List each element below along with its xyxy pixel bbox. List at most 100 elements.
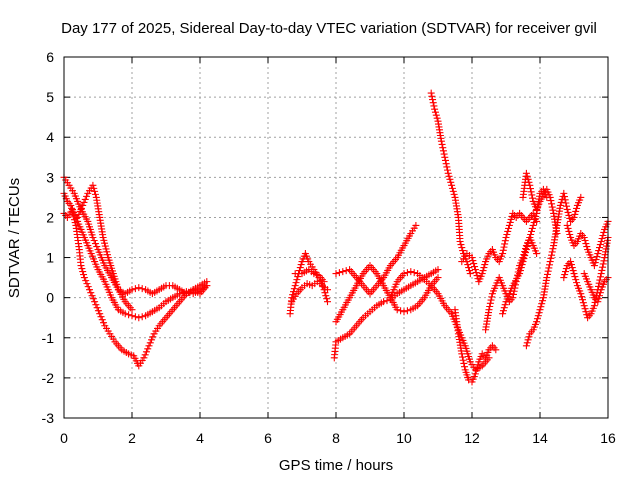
data-point: [581, 305, 589, 313]
data-point: [527, 230, 535, 238]
data-point: [546, 258, 554, 266]
data-point: [146, 339, 154, 347]
plot-frame: [63, 56, 609, 419]
data-point: [500, 243, 508, 251]
data-point: [596, 241, 604, 249]
series-track-20: [563, 217, 612, 270]
data-point: [486, 299, 494, 307]
data-point: [501, 240, 509, 248]
data-point: [557, 198, 565, 206]
data-point: [518, 261, 526, 269]
data-point: [400, 308, 408, 316]
data-point: [79, 201, 87, 209]
data-point: [488, 293, 496, 301]
data-point: [528, 191, 536, 199]
data-point: [458, 353, 466, 361]
series-track-13: [451, 306, 500, 386]
data-point: [397, 307, 405, 315]
data-point: [598, 235, 606, 243]
data-point: [499, 310, 507, 318]
data-point: [499, 250, 507, 258]
data-point: [431, 108, 439, 116]
data-point: [91, 187, 99, 195]
data-point: [502, 234, 510, 241]
data-point: [92, 301, 100, 309]
data-point: [86, 286, 93, 294]
data-point: [138, 313, 146, 321]
data-point: [571, 210, 579, 218]
data-point: [437, 137, 445, 145]
x-tick-label: 16: [600, 430, 616, 446]
data-point: [523, 172, 531, 180]
data-point: [596, 244, 603, 252]
data-point: [203, 278, 211, 286]
data-point: [539, 297, 547, 305]
data-point: [579, 296, 586, 304]
data-point: [440, 150, 448, 158]
data-point: [560, 193, 568, 201]
data-point: [91, 240, 99, 248]
data-point: [176, 290, 184, 298]
series-track-18: [522, 189, 585, 350]
data-point: [135, 314, 143, 322]
y-tick-label: 3: [46, 169, 54, 185]
data-point: [528, 227, 535, 235]
data-point: [516, 267, 524, 275]
data-point: [80, 274, 88, 282]
data-point: [470, 260, 478, 268]
data-point: [74, 213, 82, 221]
data-point: [84, 283, 92, 291]
y-tick-label: -2: [42, 370, 55, 386]
data-point: [441, 153, 449, 161]
data-point: [597, 273, 605, 281]
data-point: [520, 255, 528, 263]
data-point: [600, 257, 608, 265]
data-point: [591, 259, 599, 267]
data-point: [472, 367, 480, 375]
data-point: [292, 279, 300, 287]
data-point: [580, 302, 588, 310]
data-point: [536, 306, 544, 314]
data-point: [458, 244, 466, 252]
data-point: [479, 267, 487, 275]
data-point: [468, 254, 476, 262]
data-point: [323, 295, 331, 303]
data-point: [93, 304, 101, 312]
data-point: [525, 333, 533, 341]
data-point: [97, 313, 105, 321]
data-point: [595, 247, 603, 255]
data-point: [596, 292, 603, 300]
data-point: [599, 260, 607, 268]
data-point: [564, 224, 572, 232]
data-point: [339, 268, 347, 276]
data-point: [524, 240, 532, 248]
data-point: [562, 265, 570, 273]
data-point: [504, 227, 512, 235]
data-point: [548, 248, 556, 256]
data-point: [78, 265, 86, 273]
data-point: [594, 298, 602, 306]
data-point: [526, 234, 534, 241]
data-point: [320, 278, 328, 286]
data-point: [480, 264, 488, 272]
data-point: [77, 262, 85, 270]
data-point: [522, 169, 530, 177]
data-point: [565, 227, 573, 235]
data-point: [577, 193, 585, 201]
data-point: [135, 284, 143, 292]
data-point: [599, 263, 607, 271]
data-point: [148, 336, 156, 344]
data-point: [563, 202, 571, 210]
data-point: [438, 140, 446, 148]
data-point: [91, 298, 99, 306]
data-point: [407, 268, 415, 276]
data-point: [128, 306, 136, 314]
data-point: [445, 172, 453, 180]
data-point: [560, 274, 568, 282]
data-point: [599, 231, 607, 239]
data-point: [596, 289, 604, 297]
data-point: [573, 279, 581, 287]
data-point: [403, 269, 411, 277]
data-point: [383, 297, 391, 305]
